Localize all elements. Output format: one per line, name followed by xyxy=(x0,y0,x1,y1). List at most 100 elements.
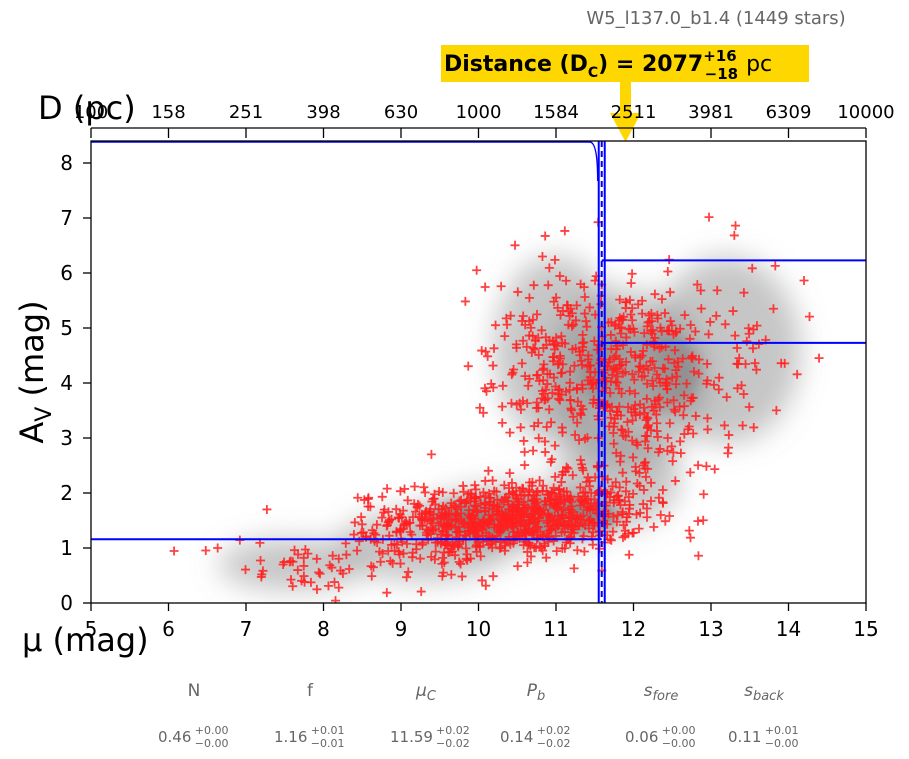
param-err-minus: −0.00 xyxy=(765,737,799,750)
data-point xyxy=(728,306,738,316)
data-point xyxy=(479,503,489,513)
data-point xyxy=(709,380,719,390)
data-point xyxy=(631,462,641,472)
param-subscript: C xyxy=(427,689,437,704)
param-name: f xyxy=(307,681,314,701)
data-point xyxy=(560,467,570,477)
data-point xyxy=(366,561,376,571)
data-point xyxy=(312,554,322,564)
data-point xyxy=(513,561,523,571)
data-point xyxy=(472,265,482,275)
data-point xyxy=(640,436,650,446)
data-point xyxy=(615,360,625,370)
callout-arrow-shaft xyxy=(620,82,631,114)
data-point xyxy=(744,329,754,339)
data-point xyxy=(372,520,382,530)
data-point xyxy=(534,503,544,513)
param-err-minus: −0.02 xyxy=(436,737,470,750)
data-point xyxy=(437,527,447,537)
data-point xyxy=(639,485,649,495)
data-point xyxy=(557,427,567,437)
data-point xyxy=(344,564,354,574)
data-point xyxy=(655,323,665,333)
data-point xyxy=(615,295,625,305)
data-point xyxy=(770,261,780,271)
data-point xyxy=(517,358,527,368)
data-point xyxy=(653,313,663,323)
data-point xyxy=(625,500,635,510)
data-point xyxy=(286,556,296,566)
data-point xyxy=(564,495,574,505)
data-point xyxy=(668,447,678,457)
data-point xyxy=(641,472,651,482)
param-err-plus: +0.02 xyxy=(537,724,571,737)
data-point xyxy=(737,380,747,390)
data-point xyxy=(513,287,523,297)
data-point xyxy=(576,279,586,289)
param-value-number: 0.06 xyxy=(625,728,658,746)
data-point xyxy=(611,477,621,487)
data-point xyxy=(580,434,590,444)
top-tick-label: 100 xyxy=(74,102,108,123)
data-point xyxy=(751,365,761,375)
data-point xyxy=(650,363,660,373)
data-point xyxy=(572,300,582,310)
param-name: Pb xyxy=(527,681,546,704)
data-point xyxy=(571,315,581,325)
data-point xyxy=(518,484,528,494)
y-tick-label: 7 xyxy=(60,206,73,230)
data-point xyxy=(467,523,477,533)
x-tick-label: 9 xyxy=(395,617,408,641)
data-point xyxy=(609,418,619,428)
data-point xyxy=(616,451,626,461)
data-point xyxy=(578,330,588,340)
data-point xyxy=(363,494,373,504)
data-point xyxy=(562,462,572,472)
data-point xyxy=(495,525,505,535)
data-point xyxy=(540,436,550,446)
data-point xyxy=(361,532,371,542)
param-err-plus: +0.00 xyxy=(662,724,696,737)
param-err-plus: +0.01 xyxy=(311,724,345,737)
param-value: 1.16 xyxy=(274,728,307,746)
data-point xyxy=(738,420,748,430)
data-point xyxy=(617,322,627,332)
data-point xyxy=(415,501,425,511)
data-point xyxy=(496,281,506,291)
data-point xyxy=(454,539,464,549)
data-point xyxy=(550,511,560,521)
data-point xyxy=(601,497,611,507)
data-point xyxy=(512,343,522,353)
data-point xyxy=(615,323,625,333)
data-point xyxy=(568,470,578,480)
data-point xyxy=(545,494,555,504)
data-point xyxy=(729,230,739,240)
data-point xyxy=(622,417,632,427)
data-point xyxy=(675,436,685,446)
data-point xyxy=(696,286,706,296)
data-point xyxy=(540,497,550,507)
x-axis-top: 100 158 251 398 630 1000 1584 2511 3981 6309 10000 xyxy=(74,102,895,138)
data-point xyxy=(666,316,676,326)
data-point xyxy=(352,546,362,556)
data-point xyxy=(560,520,570,530)
data-point xyxy=(742,336,752,346)
data-point xyxy=(650,289,660,299)
data-point xyxy=(662,446,672,456)
data-point xyxy=(470,480,480,490)
y-tick-label: 0 xyxy=(60,591,73,615)
data-point xyxy=(528,331,538,341)
top-tick-label: 398 xyxy=(306,102,340,123)
param-value-number: 0.14 xyxy=(500,728,533,746)
param-symbol: s xyxy=(744,681,753,701)
data-point xyxy=(461,543,471,553)
data-point xyxy=(413,499,423,509)
data-point xyxy=(667,373,677,383)
data-point xyxy=(568,507,578,517)
data-point xyxy=(560,226,570,236)
x-tick-label: 12 xyxy=(621,617,646,641)
data-point xyxy=(487,514,497,524)
data-point xyxy=(608,527,618,537)
data-point xyxy=(611,336,621,346)
data-point xyxy=(564,511,574,521)
